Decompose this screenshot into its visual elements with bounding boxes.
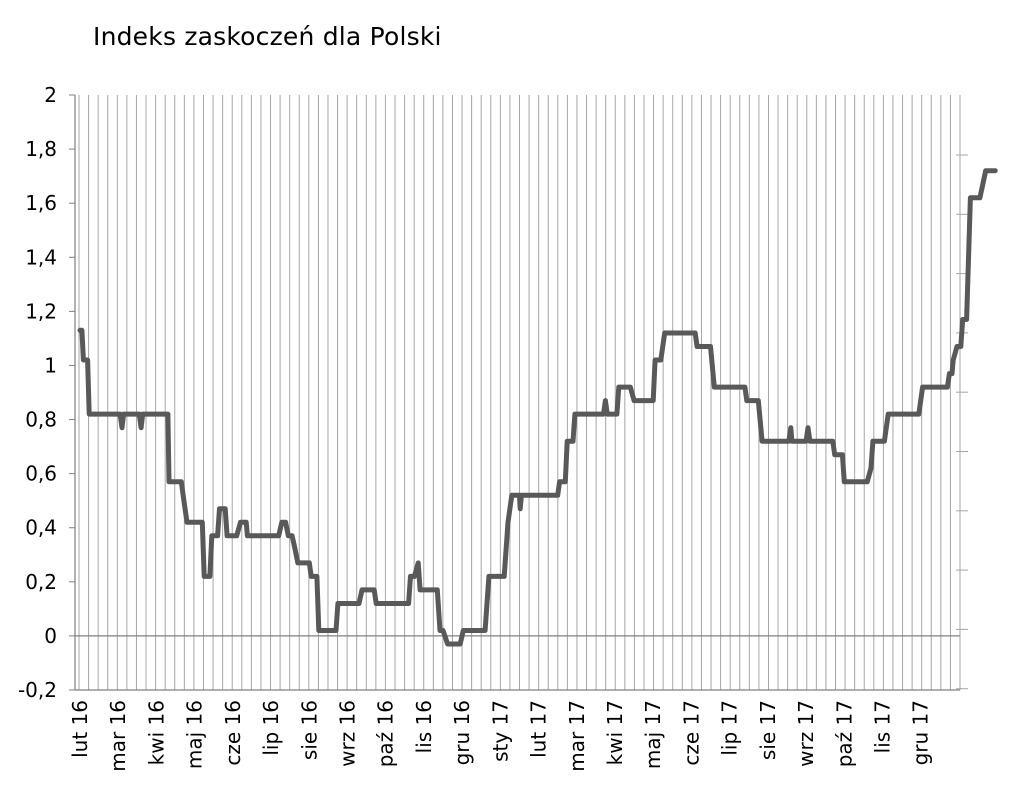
y-tick-labels: -0,2 0 0,2 0,4 0,6 0,8 1 1,2 1,4 1,6 1,8 2 bbox=[18, 83, 75, 702]
x-tick-label: wrz 17 bbox=[794, 700, 818, 767]
x-tick-label: cze 16 bbox=[221, 700, 245, 766]
x-tick-label: wrz 16 bbox=[335, 700, 359, 767]
right-axis-ticks bbox=[956, 154, 968, 690]
x-tick-label: paź 17 bbox=[832, 700, 856, 767]
x-tick-label: sie 16 bbox=[297, 700, 321, 760]
series-line-path bbox=[77, 168, 998, 647]
y-tick-label: 0,6 bbox=[25, 462, 57, 486]
x-tick-label: lip 17 bbox=[718, 700, 742, 756]
x-tick-label: lis 17 bbox=[870, 700, 894, 753]
x-tick-label: sie 17 bbox=[756, 700, 780, 760]
y-tick-label: -0,2 bbox=[18, 678, 57, 702]
x-tick-label: sty 17 bbox=[488, 700, 512, 762]
axes bbox=[74, 95, 960, 691]
x-tick-label: lut 17 bbox=[527, 700, 551, 758]
x-tick-label: mar 17 bbox=[565, 700, 589, 772]
y-tick-label: 1,4 bbox=[25, 245, 57, 269]
x-tick-label: gru 16 bbox=[450, 700, 474, 765]
x-tick-labels: lut 16 mar 16 kwi 16 maj 16 cze 16 lip 16 sie … bbox=[68, 700, 933, 772]
y-tick-label: 1,2 bbox=[25, 299, 57, 323]
chart-title: Indeks zaskoczeń dla Polski bbox=[93, 22, 442, 51]
y-tick-label: 2 bbox=[44, 83, 57, 107]
x-tick-label: cze 17 bbox=[679, 700, 703, 766]
series-line bbox=[77, 168, 998, 647]
y-tick-label: 0,4 bbox=[25, 516, 57, 540]
y-tick-label: 1,8 bbox=[25, 137, 57, 161]
y-tick-label: 0,8 bbox=[25, 408, 57, 432]
x-tick-label: paź 16 bbox=[374, 700, 398, 767]
y-tick-label: 0 bbox=[44, 624, 57, 648]
vertical-gridlines bbox=[78, 95, 961, 690]
x-tick-label: lis 16 bbox=[412, 700, 436, 753]
x-tick-label: kwi 17 bbox=[603, 700, 627, 765]
x-tick-label: lip 16 bbox=[259, 700, 283, 756]
x-tick-label: gru 17 bbox=[909, 700, 933, 765]
y-tick-label: 1,6 bbox=[25, 191, 57, 215]
x-tick-label: lut 16 bbox=[68, 700, 92, 758]
x-tick-label: maj 17 bbox=[641, 700, 665, 769]
x-tick-label: maj 16 bbox=[183, 700, 207, 769]
x-tick-label: kwi 16 bbox=[144, 700, 168, 765]
x-tick-label: mar 16 bbox=[106, 700, 130, 772]
y-tick-label: 1 bbox=[44, 353, 57, 377]
y-tick-label: 0,2 bbox=[25, 570, 57, 594]
